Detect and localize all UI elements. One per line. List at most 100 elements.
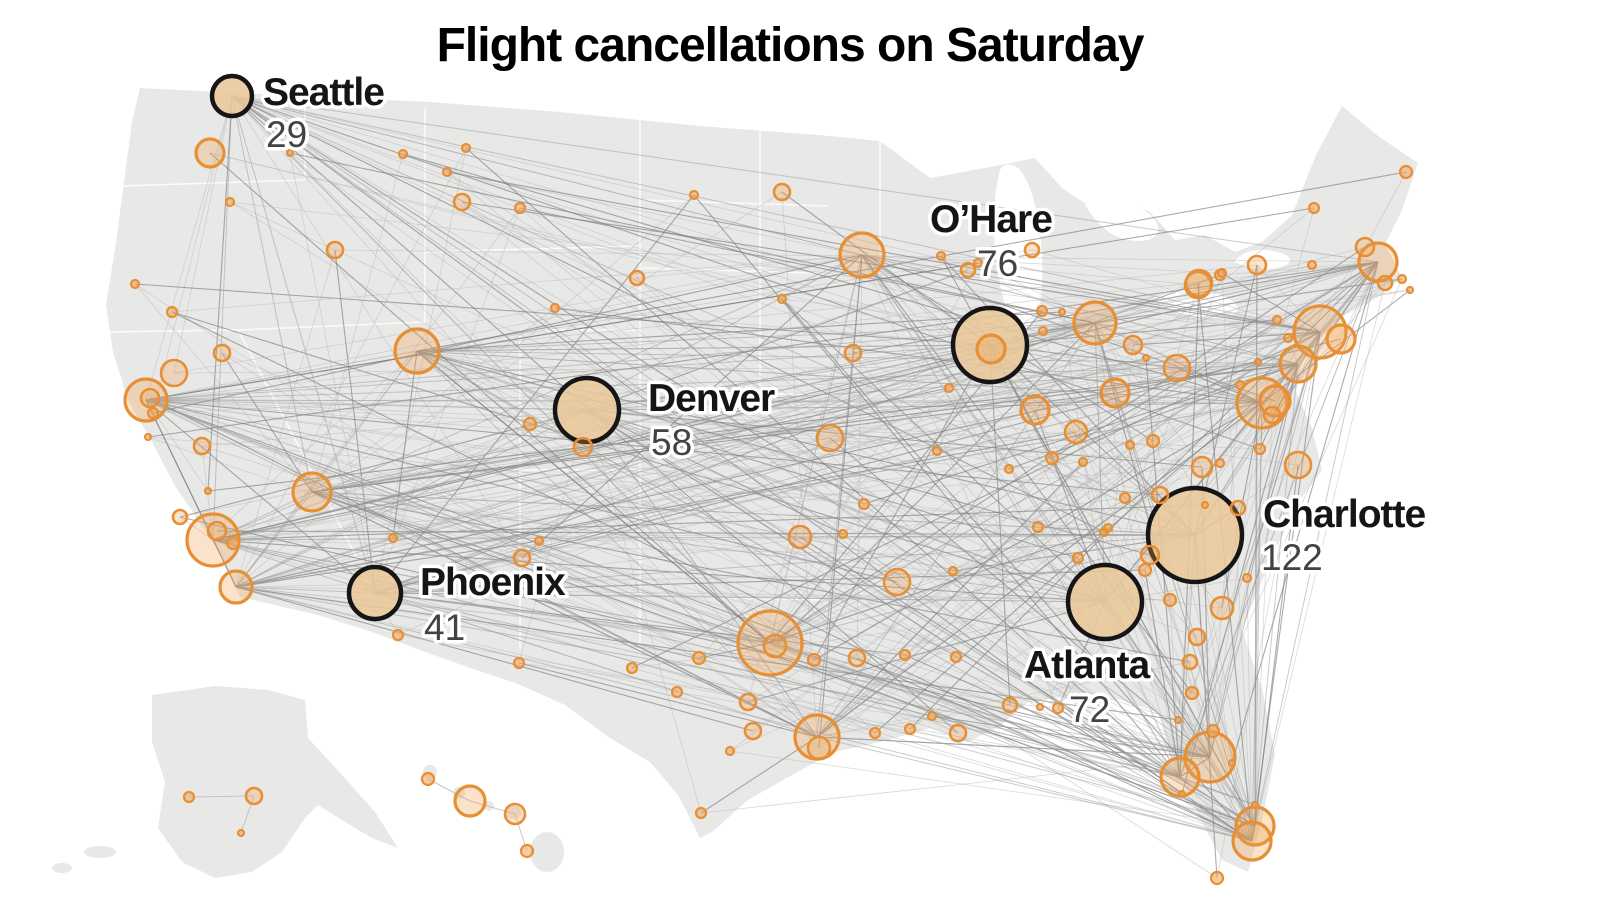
airport-circle — [949, 650, 963, 664]
airport-circle — [1159, 756, 1201, 798]
route-line — [582, 446, 818, 738]
airport-circle — [947, 565, 959, 577]
airport-circle — [1216, 267, 1228, 279]
route-line — [729, 750, 1256, 827]
route-line-hub — [416, 350, 1256, 827]
airport-circle — [1124, 439, 1136, 451]
route-line-hub — [231, 95, 1181, 778]
route-line — [374, 147, 467, 594]
route-line-local — [469, 800, 516, 815]
route-line — [1075, 431, 1256, 827]
route-line — [334, 249, 376, 594]
route-line-hub — [416, 344, 991, 352]
airport-circle — [143, 432, 153, 442]
route-line-hub — [235, 322, 1096, 588]
route-line-hub — [989, 261, 1379, 346]
route-line-hub — [311, 363, 1299, 493]
airport-circle — [926, 710, 938, 722]
airport-circle — [224, 196, 236, 208]
route-line — [769, 642, 1253, 842]
route-line — [940, 255, 1196, 536]
route-line-hub — [374, 592, 1181, 778]
route-line — [861, 254, 1199, 286]
airport-circle — [670, 685, 684, 699]
airport-circle — [1077, 456, 1089, 468]
route-line — [856, 254, 863, 659]
route-line — [698, 642, 771, 659]
route-line-hub — [374, 592, 1106, 603]
airport-circle — [1181, 653, 1199, 671]
airport-circle — [882, 567, 912, 597]
airport-circle — [1177, 789, 1187, 799]
route-line-hub — [145, 399, 818, 738]
airport-circle — [972, 257, 984, 269]
airport-circle — [165, 305, 179, 319]
airport-circle — [738, 692, 758, 712]
airport-circle — [225, 535, 241, 551]
route-line — [416, 350, 771, 644]
airport-circle — [1071, 551, 1085, 565]
airport-circle — [1253, 357, 1263, 367]
route-line — [518, 662, 1211, 758]
route-line-hub — [586, 344, 991, 411]
route-line — [1169, 599, 1181, 778]
airport-circle — [1307, 201, 1321, 215]
airport-circle — [1354, 236, 1376, 258]
route-line-hub — [816, 402, 1263, 738]
airport-circle — [192, 436, 212, 456]
route-line-hub — [769, 254, 863, 644]
route-line — [235, 423, 531, 588]
airport-circle — [1246, 254, 1268, 276]
route-line — [909, 261, 1379, 730]
route-line-hub — [1254, 261, 1379, 827]
route-line — [1082, 461, 1211, 758]
route-line — [1254, 414, 1273, 827]
airport-circle — [837, 528, 849, 540]
route-line-hub — [769, 261, 1379, 644]
route-line — [152, 254, 863, 414]
route-line — [1057, 707, 1253, 842]
route-line — [209, 152, 771, 644]
route-line — [232, 322, 1096, 544]
route-line — [1051, 457, 1256, 827]
route-line-hub — [1094, 322, 1299, 365]
airport-circle — [549, 302, 561, 314]
route-line-hub — [861, 254, 1196, 536]
route-line-hub — [212, 261, 1379, 541]
route-line-hub — [145, 344, 991, 401]
airport-circle — [159, 358, 189, 388]
route-line-hub — [212, 95, 233, 541]
route-line — [212, 437, 831, 541]
route-line — [948, 387, 1181, 778]
airport-circle — [806, 652, 822, 668]
route-line — [1132, 344, 1253, 842]
airport-circle — [1398, 164, 1414, 180]
airport-circle — [1209, 870, 1225, 886]
airport-circle — [903, 722, 917, 736]
route-line — [311, 307, 556, 493]
airport-circle — [628, 269, 646, 287]
route-line — [334, 249, 1379, 263]
route-line-hub — [586, 409, 1256, 827]
route-line-hub — [231, 95, 771, 644]
route-line-hub — [861, 254, 1256, 827]
route-line-hub — [861, 254, 1181, 778]
airport-circle — [1282, 332, 1294, 344]
airport-circle — [1209, 595, 1235, 621]
route-line — [977, 262, 1263, 404]
airport-circle — [236, 828, 246, 838]
airport-circle — [1278, 344, 1318, 384]
route-line — [636, 277, 1253, 842]
route-line — [816, 363, 1299, 738]
airport-circle — [1214, 457, 1226, 469]
airport-circle — [1118, 491, 1132, 505]
airport-circle — [203, 486, 213, 496]
airport-circle — [762, 633, 788, 659]
airport-circle — [815, 423, 845, 453]
route-line — [235, 207, 521, 588]
route-line-hub — [231, 95, 1321, 333]
route-line — [212, 384, 1241, 541]
airport-circle-phoenix — [346, 564, 404, 622]
